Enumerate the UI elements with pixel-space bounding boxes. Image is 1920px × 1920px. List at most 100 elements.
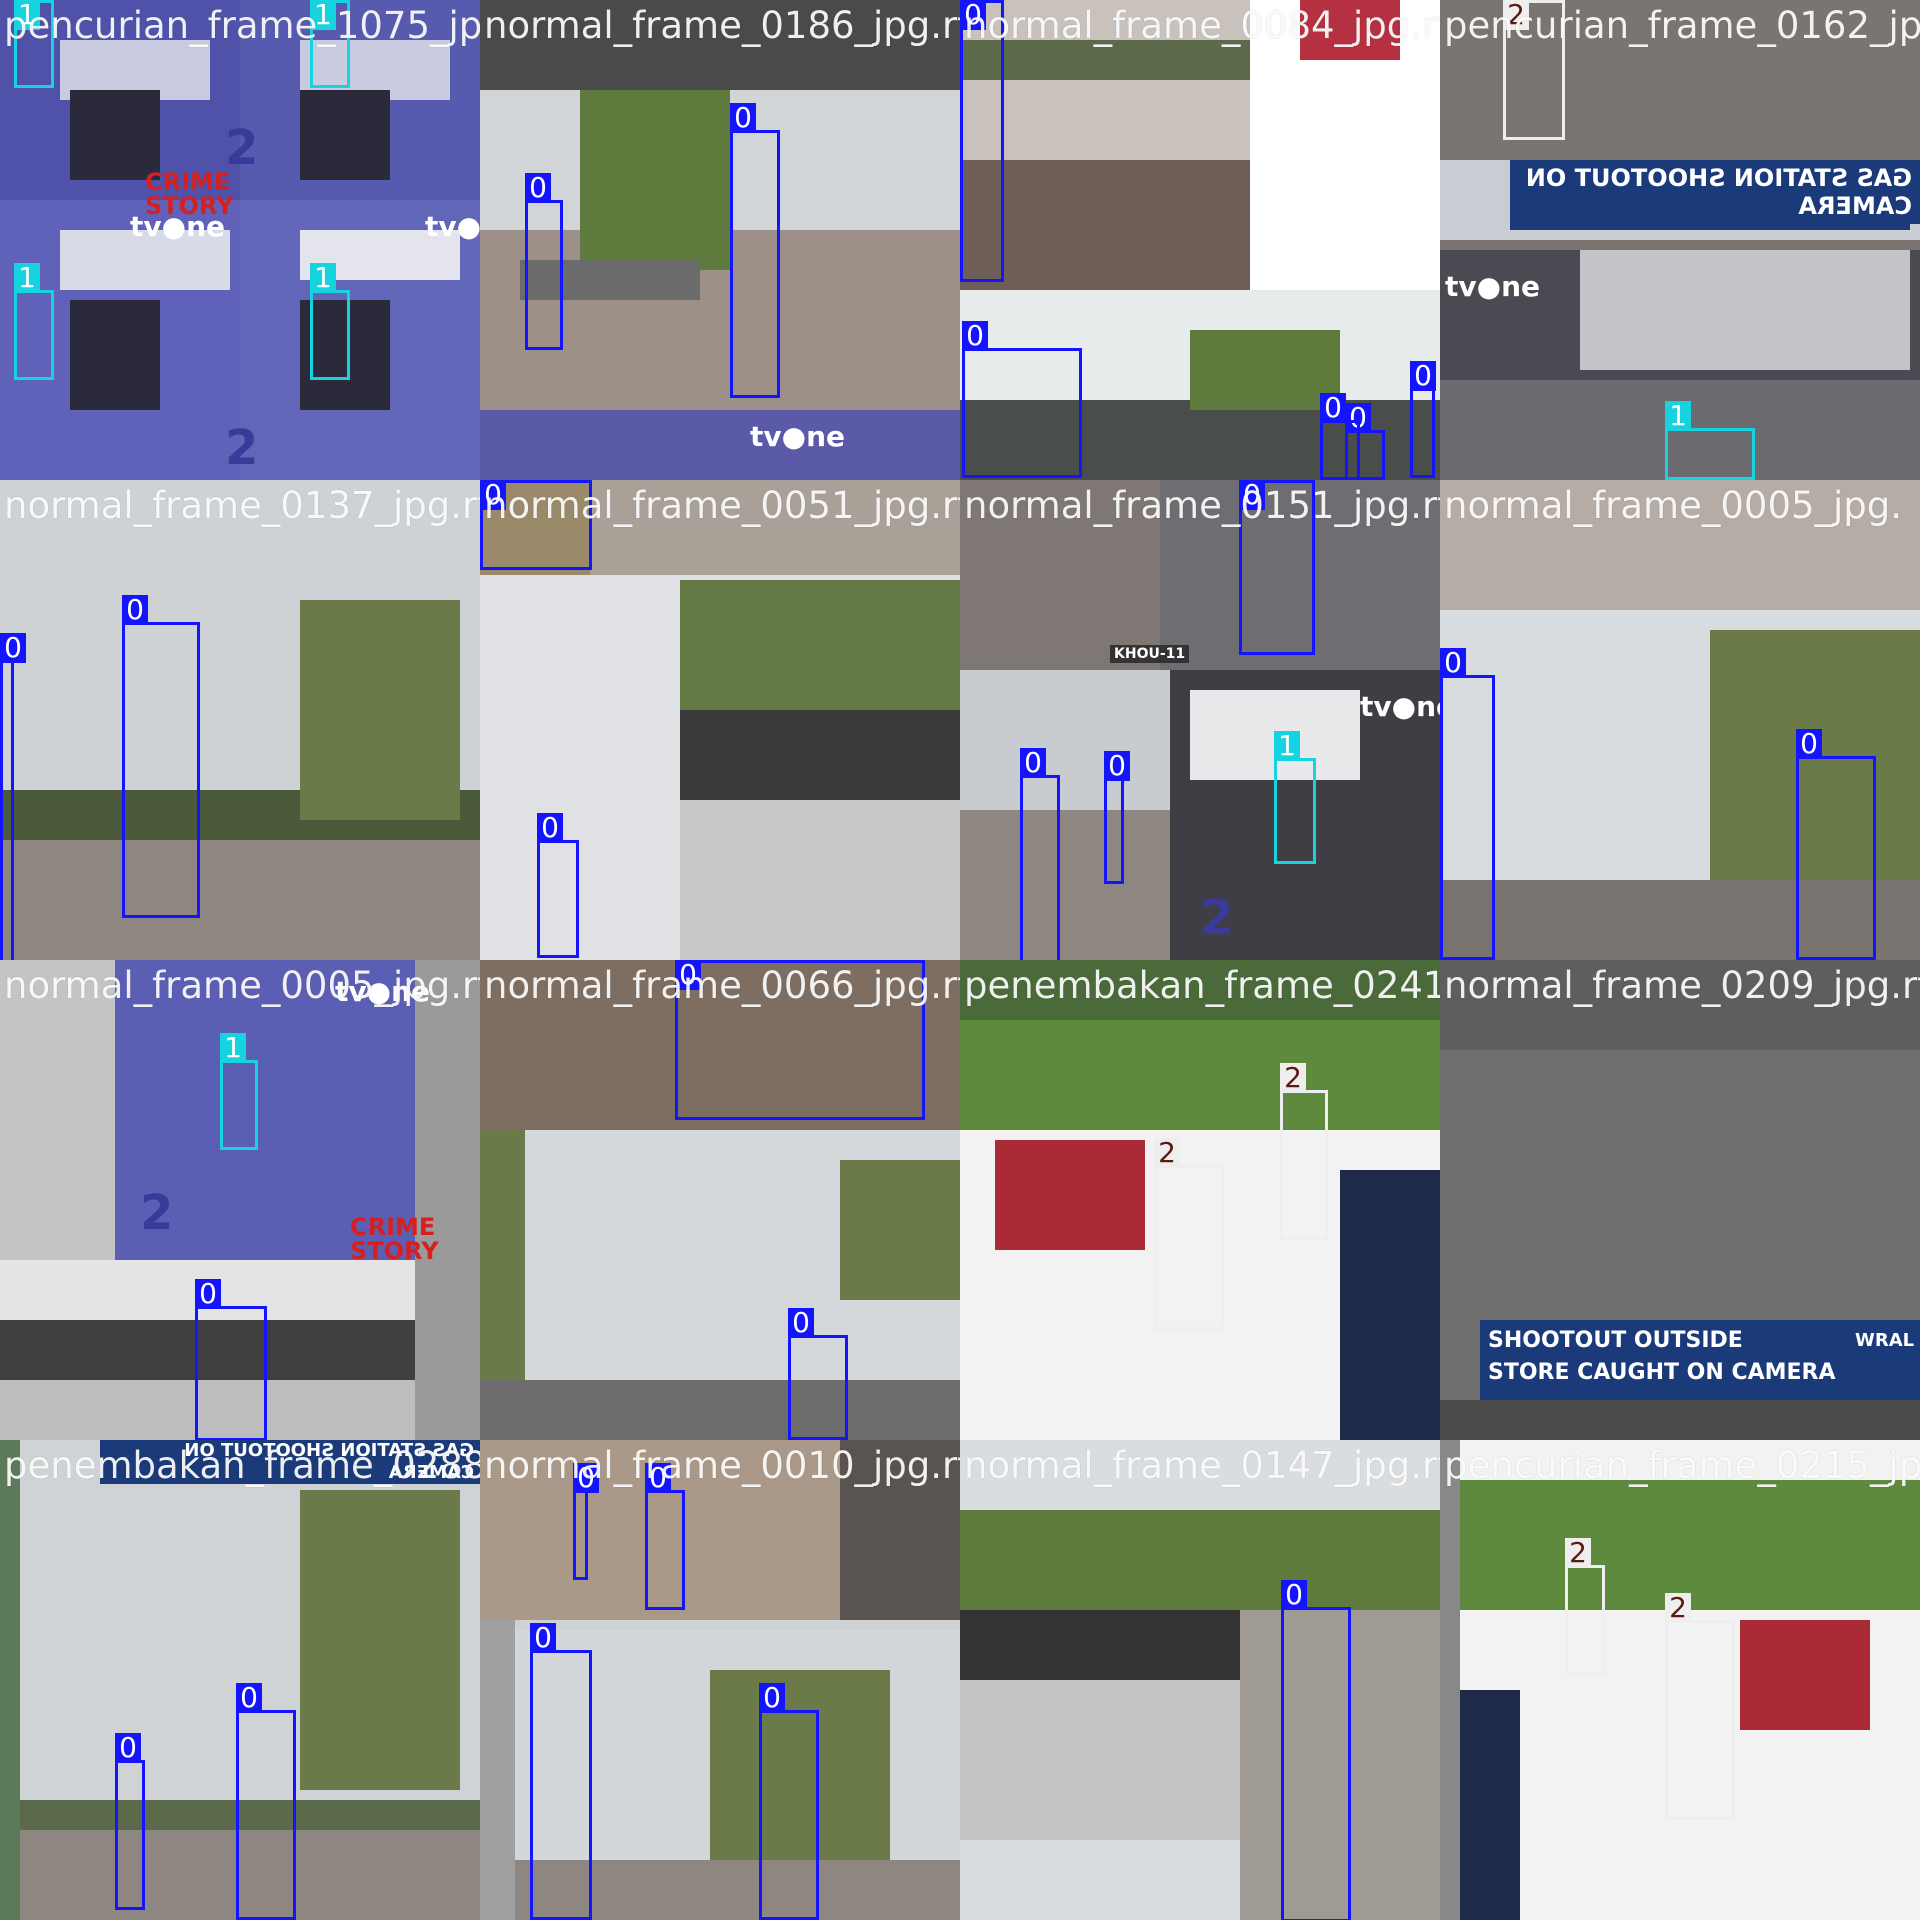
detection-box: 0 [236, 1683, 296, 1920]
scene-region [480, 1620, 515, 1920]
detection-class-label: 2 [1503, 0, 1529, 30]
scene-region [960, 960, 1440, 1020]
khou-tag: KHOU-11 [1110, 645, 1190, 663]
detection-box: 1 [310, 0, 350, 88]
detection-class-label: 1 [1274, 731, 1300, 761]
tile-filename: normal_frame_0005_jpg. [1444, 484, 1903, 527]
scene-region [300, 600, 460, 820]
detection-box: 0 [195, 1279, 267, 1440]
scene-region [1160, 480, 1440, 670]
scene-region [960, 480, 1160, 670]
detection-class-label: 2 [1665, 1593, 1691, 1623]
detection-class-label: 1 [1665, 401, 1691, 431]
tile-filename: penembakan_frame_0241_jp [964, 964, 1440, 1007]
tile-filename: pencurian_frame_0215_jpg. [1444, 1444, 1920, 1487]
scene-region [0, 1830, 480, 1920]
tile-filename: normal_frame_0209_jpg.rf.6 [1444, 964, 1920, 1007]
detection-box: 0 [530, 1623, 592, 1920]
scene-region [1440, 1480, 1920, 1610]
scene-region [960, 1610, 1240, 1680]
detection-box: 0 [0, 633, 26, 960]
detection-box: 0 [675, 960, 925, 1120]
tvone-logo: tv●ne [130, 210, 225, 243]
scene-region [480, 1380, 960, 1440]
scene-region [70, 300, 160, 410]
detection-class-label: 0 [480, 480, 506, 510]
detection-class-label: 0 [236, 1683, 262, 1713]
detection-box: 2 [1565, 1538, 1605, 1675]
detection-class-label: 0 [962, 321, 988, 351]
mosaic-tile: pencurian_frame_0215_jpg. 2 2 [1440, 1440, 1920, 1920]
scene-region [0, 960, 115, 1260]
scene-region [0, 1320, 415, 1380]
detection-class-label: 0 [0, 633, 26, 663]
detection-class-label: 0 [115, 1733, 141, 1763]
detection-class-label: 0 [1281, 1580, 1307, 1610]
scene-region [840, 1160, 960, 1300]
detection-class-label: 1 [310, 263, 336, 293]
cctv-number: 2 [225, 420, 259, 476]
crime-story-logo: CRIME STORY [145, 168, 234, 220]
mosaic-tile: normal_frame_0084_jpg.rf. 0 0 0 0 0 [960, 0, 1440, 480]
scene-region [480, 1860, 960, 1920]
detection-box: 0 [480, 480, 592, 570]
tile-filename: normal_frame_0147_jpg.rf.5 [964, 1444, 1440, 1487]
scene-region [115, 960, 415, 1260]
tile-filename: normal_frame_0137_jpg.rf.2 [4, 484, 480, 527]
tvone-logo: tv●ne [1445, 270, 1540, 303]
detection-class-label: 0 [1410, 361, 1436, 391]
detection-box: 1 [1274, 731, 1316, 864]
mosaic-tile: penembakan_frame_0241_jp 2 2 [960, 960, 1440, 1440]
detection-box: 0 [1410, 361, 1436, 478]
scene-region [840, 1440, 960, 1620]
detection-class-label: 0 [1440, 648, 1466, 678]
scene-region [60, 230, 230, 290]
detection-class-label: 0 [122, 595, 148, 625]
detection-box: 0 [1104, 751, 1130, 884]
scene-region [300, 300, 390, 410]
scene-region [680, 710, 960, 800]
scene-region [680, 800, 960, 960]
detection-class-label: 2 [1154, 1138, 1180, 1168]
tile-filename: pencurian_frame_0162_jpg. [1444, 4, 1920, 47]
scene-region [300, 1490, 460, 1790]
scene-region [480, 410, 960, 480]
detection-class-label: 2 [1565, 1538, 1591, 1568]
mosaic-tile: normal_frame_0137_jpg.rf.2 0 0 [0, 480, 480, 960]
detection-box: 1 [14, 263, 54, 380]
scene-region [1580, 250, 1910, 370]
mosaic-tile: normal_frame_0151_jpg.rf.8 KHOU-11 tv●ne 2 0… [960, 480, 1440, 960]
scene-region [960, 810, 1170, 960]
detection-class-label: 0 [195, 1279, 221, 1309]
detection-class-label: 0 [759, 1683, 785, 1713]
scene-region [1190, 330, 1340, 410]
detection-class-label: 0 [1104, 751, 1130, 781]
cctv-number: 2 [225, 120, 259, 176]
scene-region [1740, 1620, 1870, 1730]
detection-class-label: 0 [573, 1463, 599, 1493]
mosaic-tile: pencurian_frame_0162_jpg. GAS STATION SHO… [1440, 0, 1920, 480]
detection-box: 0 [573, 1463, 599, 1580]
tile-filename: pencurian_frame_1075_jpg.rf. [4, 4, 480, 47]
scene-region [0, 1380, 415, 1440]
detection-class-label: 0 [537, 813, 563, 843]
mosaic-tile: normal_frame_0010_jpg.rf.1 0 0 0 0 [480, 1440, 960, 1920]
scene-region [960, 1010, 1440, 1130]
detection-box: 0 [1796, 729, 1876, 960]
detection-box: 0 [960, 0, 1004, 282]
scene-region [0, 1440, 20, 1920]
scene-region [1440, 1440, 1460, 1920]
scene-region [520, 260, 700, 300]
scene-region [1240, 1610, 1440, 1920]
detection-box: 0 [1320, 393, 1360, 480]
detection-box: 1 [220, 1033, 258, 1150]
detection-box: 1 [1665, 401, 1755, 480]
detection-box: 0 [788, 1308, 848, 1440]
detection-box: 1 [14, 0, 54, 88]
detection-class-label: 0 [645, 1463, 671, 1493]
detection-box: 0 [962, 321, 1082, 478]
scene-region [995, 1140, 1145, 1250]
detection-box: 0 [1345, 403, 1385, 480]
detection-box: 0 [115, 1733, 145, 1910]
